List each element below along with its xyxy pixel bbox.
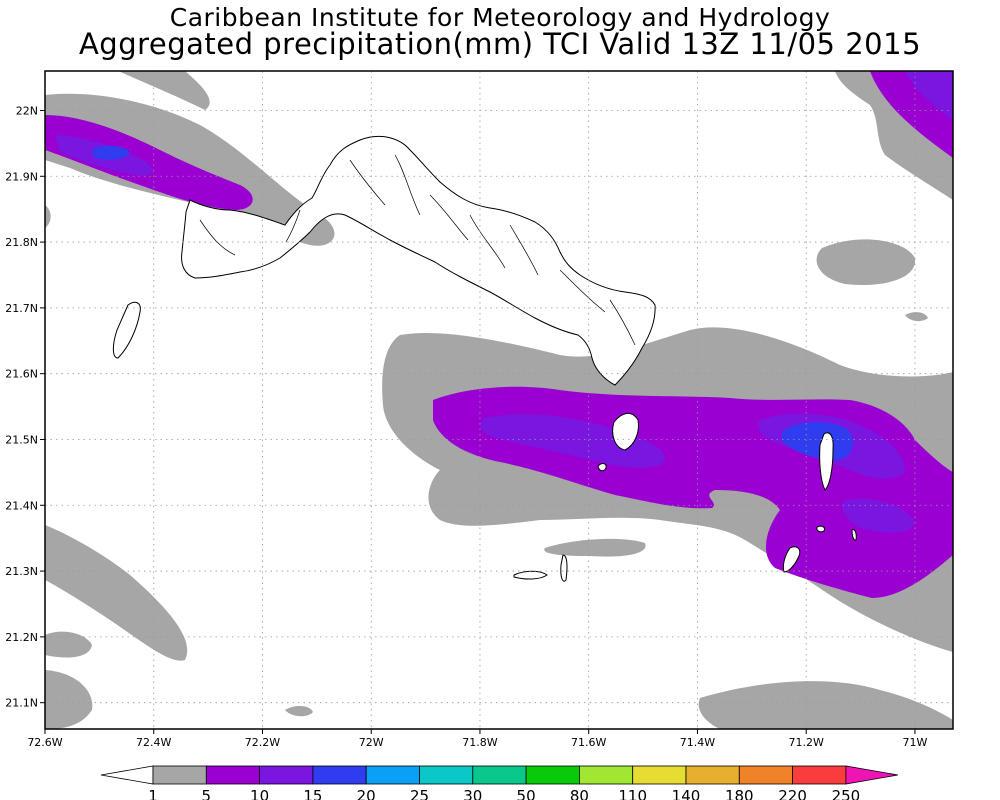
precip-area-5mm-nw — [45, 115, 253, 210]
lon-tick-label: 72.4W — [136, 736, 171, 749]
chart-title-line-1: Caribbean Institute for Meteorology and … — [169, 3, 831, 32]
lat-tick-label: 21.2N — [5, 631, 38, 644]
interior-line — [509, 224, 539, 276]
interior-line — [199, 219, 236, 256]
precip-area-1mm-west-edge — [45, 205, 51, 228]
precip-area-10mm-ne — [905, 71, 953, 120]
legend-swatch — [205, 765, 261, 785]
lat-tick-label: 22N — [16, 104, 38, 117]
lon-tick-label: 72.6W — [27, 736, 62, 749]
lat-tick-label: 21.4N — [5, 499, 38, 512]
legend-swatch — [419, 765, 474, 785]
legend-swatch — [365, 765, 420, 785]
precip-area-15mm-east — [782, 421, 853, 460]
precip-area-1mm-sw — [45, 525, 188, 661]
interior-line — [349, 159, 386, 206]
plot-frame — [44, 70, 954, 730]
island-interior-lines — [199, 154, 636, 346]
precip-area-10mm-south — [842, 498, 915, 533]
legend-label: 250 — [832, 787, 861, 800]
precip-area-1mm-east-cell — [816, 239, 916, 285]
lat-tick-label: 21.3N — [5, 565, 38, 578]
lon-tick-label: 72.2W — [245, 736, 280, 749]
lat-tick-label: 21.7N — [5, 302, 38, 315]
precip-area-1mm-north — [118, 71, 210, 110]
lon-tick-label: 71W — [903, 736, 928, 749]
island-center-cay — [597, 463, 607, 472]
interior-line — [429, 194, 469, 241]
caicos-islands-outline — [181, 135, 656, 386]
legend-label: 10 — [250, 787, 269, 800]
precip-area-1mm-south-small — [285, 706, 313, 717]
precip-area-1mm-east-small — [905, 312, 928, 322]
interior-line — [559, 269, 606, 313]
interior-line — [609, 299, 636, 346]
lat-tick-label: 21.8N — [5, 236, 38, 249]
lat-tick-label: 21.5N — [5, 433, 38, 446]
legend-swatch — [152, 765, 207, 785]
legend-swatch — [579, 765, 634, 785]
lon-tick-label: 71.8W — [462, 736, 497, 749]
legend-label: 30 — [463, 787, 482, 800]
legend-label: 20 — [357, 787, 376, 800]
interior-line — [469, 214, 506, 269]
salt-cay-outline — [782, 546, 801, 573]
precip-area-1mm-south-west — [45, 670, 93, 729]
legend-swatch — [685, 765, 740, 785]
lon-tick-label: 71.6W — [571, 736, 606, 749]
legend-swatch — [312, 765, 367, 785]
legend-label: 80 — [570, 787, 589, 800]
legend-label: 110 — [618, 787, 647, 800]
longitude-axis: 72.6W 72.4W 72.2W 72W 71.8W 71.6W 71.4W 71.2W 71… — [27, 729, 927, 749]
island-se-cay — [851, 529, 857, 541]
lat-tick-label: 21.9N — [5, 170, 38, 183]
grand-turk-outline — [819, 432, 834, 491]
color-legend: 1 5 10 15 20 25 30 50 80 110 140 180 220 250 — [100, 765, 898, 800]
precip-area-1mm-sw-small — [45, 631, 92, 658]
legend-label: 140 — [672, 787, 701, 800]
legend-label: 5 — [202, 787, 212, 800]
legend-label: 50 — [517, 787, 536, 800]
precip-area-1mm-se — [698, 681, 953, 729]
island-outlines — [112, 135, 857, 582]
precip-area-10mm-center — [480, 414, 665, 468]
legend-swatch — [632, 765, 687, 785]
legend-label: 220 — [778, 787, 807, 800]
island-south-cay — [560, 554, 568, 582]
legend-swatch — [792, 765, 847, 785]
interior-line — [285, 209, 301, 243]
island-east-cay — [816, 525, 825, 533]
precip-area-15mm-nw — [92, 145, 130, 160]
chart-title-line-2: Aggregated precipitation(mm) TCI Valid 1… — [78, 27, 922, 61]
legend-label: 15 — [303, 787, 322, 800]
legend-low-arrow — [100, 765, 154, 785]
lon-tick-label: 72W — [359, 736, 384, 749]
legend-swatch — [472, 765, 527, 785]
interior-line — [394, 154, 421, 216]
legend-swatch — [259, 765, 314, 785]
lon-tick-label: 71.4W — [680, 736, 715, 749]
lat-tick-label: 21.1N — [5, 697, 38, 710]
island-southwest-cay — [513, 570, 548, 580]
precip-area-1mm-south-cell — [544, 538, 646, 557]
lon-tick-label: 71.2W — [789, 736, 824, 749]
legend-swatch — [738, 765, 793, 785]
legend-label: 1 — [148, 787, 158, 800]
legend-high-arrow — [845, 765, 898, 785]
latitude-axis: 22N 21.9N 21.8N 21.7N 21.6N 21.5N 21.4N 21.3N 21… — [5, 104, 45, 710]
south-caicos-outline — [612, 413, 639, 451]
lat-tick-label: 21.6N — [5, 368, 38, 381]
precipitation-fields — [45, 71, 953, 729]
legend-label: 180 — [725, 787, 754, 800]
island-west-small — [112, 301, 141, 359]
legend-label: 25 — [410, 787, 429, 800]
legend-swatch — [525, 765, 580, 785]
